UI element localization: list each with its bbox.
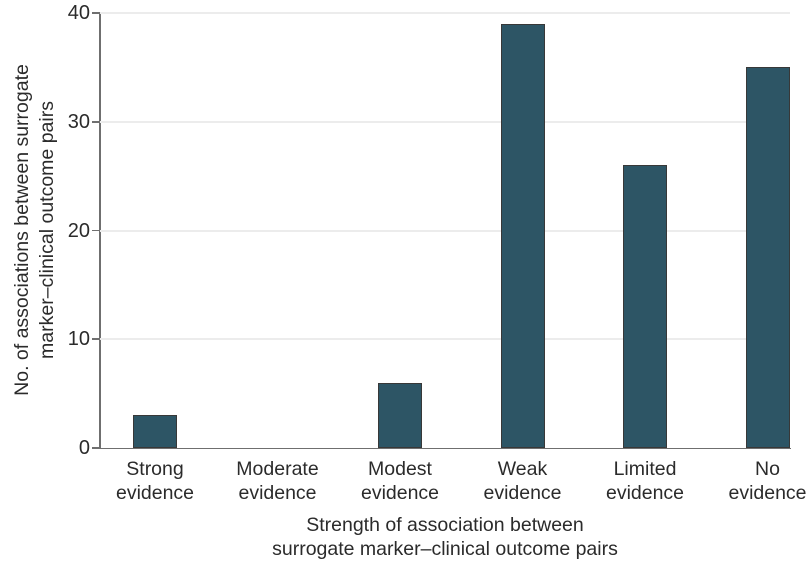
x-category-label-line: evidence — [605, 482, 685, 504]
x-category-label-modest-evidence: Modest evidence — [334, 457, 466, 505]
x-category-label-line: evidence — [238, 482, 317, 504]
gridline-20 — [100, 229, 790, 232]
x-category-label-line: Strong — [126, 458, 184, 480]
gridline-10 — [100, 338, 790, 341]
y-tick-label-30: 30 — [67, 110, 90, 133]
y-tick-30 — [92, 120, 100, 123]
x-category-label-line: evidence — [115, 482, 195, 504]
gridline-30 — [100, 120, 790, 123]
x-category-label-line: Limited — [613, 458, 677, 480]
y-tick-40 — [92, 12, 100, 14]
y-axis-title-line-1: No. of associations between surrogate — [11, 64, 33, 396]
x-axis-line — [99, 447, 791, 450]
x-category-label-line: Weak — [497, 458, 548, 480]
x-category-label-line: evidence — [360, 482, 440, 504]
y-tick-label-40: 40 — [67, 2, 90, 24]
x-category-label-line: evidence — [728, 482, 807, 504]
x-category-label-line: Modest — [368, 458, 432, 480]
bar-strong-evidence — [133, 415, 177, 448]
y-tick-label-0: 0 — [78, 437, 90, 459]
x-category-label-weak-evidence: Weak evidence — [457, 457, 589, 505]
y-tick-label-10: 10 — [67, 328, 90, 351]
x-axis-title-line-1: Strength of association between — [306, 514, 584, 536]
x-category-label-limited-evidence: Limited evidence — [579, 457, 711, 505]
x-axis-title-line-2: surrogate marker–clinical outcome pairs — [272, 538, 618, 560]
bar-modest-evidence — [378, 382, 422, 448]
y-tick-0 — [92, 447, 100, 449]
x-category-label-line: No — [755, 458, 780, 480]
gridline-40 — [100, 12, 790, 14]
x-category-label-moderate-evidence: Moderate evidence — [212, 457, 344, 505]
y-tick-20 — [92, 229, 100, 232]
x-axis-title: Strength of association between surrogat… — [100, 513, 790, 561]
x-category-label-strong-evidence: Strong evidence — [89, 457, 221, 505]
bar-no-evidence — [745, 67, 790, 448]
bar-weak-evidence — [500, 23, 545, 448]
x-category-label-line: evidence — [483, 482, 562, 504]
x-category-label-no-evidence: No evidence — [702, 457, 810, 505]
bar-limited-evidence — [623, 165, 667, 448]
y-tick-label-20: 20 — [67, 219, 90, 242]
x-category-label-line: Moderate — [236, 458, 319, 480]
y-tick-10 — [92, 338, 100, 341]
